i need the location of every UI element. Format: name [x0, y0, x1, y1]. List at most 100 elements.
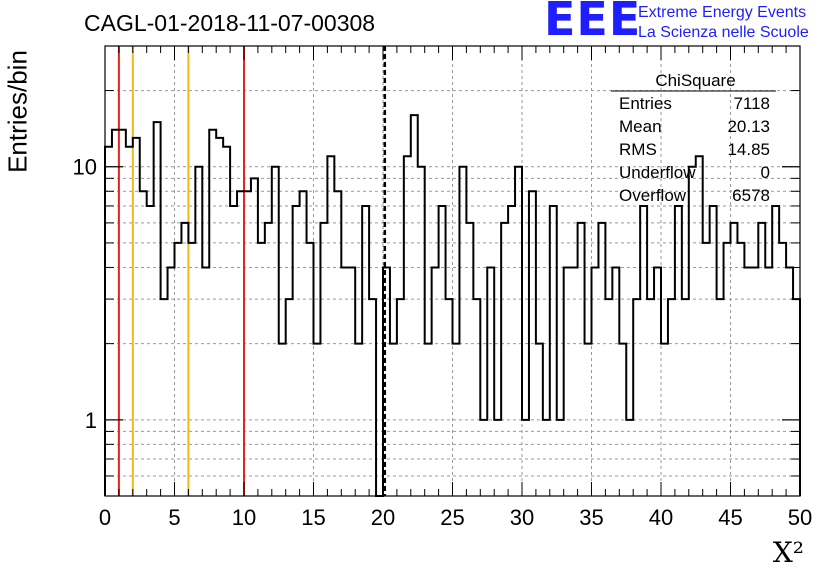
histogram-bin	[369, 299, 376, 496]
histogram-bin	[459, 167, 466, 496]
histogram-bin	[265, 223, 272, 496]
logo-line-2: La Scienza nelle Scuole	[638, 24, 809, 41]
histogram-bin	[793, 299, 800, 496]
x-tick-label: 40	[649, 505, 673, 530]
histogram-bin	[772, 206, 779, 496]
stats-row-value: 14.85	[727, 140, 770, 159]
histogram-bin	[578, 223, 585, 496]
histogram-bin	[487, 267, 494, 496]
histogram-bin	[758, 223, 765, 496]
histogram	[104, 114, 801, 497]
logo-mark: EEE	[544, 0, 642, 46]
x-tick-label: 15	[301, 505, 325, 530]
histogram-bin	[272, 167, 279, 496]
histogram-bin	[765, 267, 772, 496]
histogram-bin	[411, 115, 418, 496]
histogram-bin	[341, 267, 348, 496]
axes: 0 5 10 15 20 25 30 35 40 45 50 1 10	[73, 45, 812, 530]
chart-title: CAGL-01-2018-11-07-00308	[84, 10, 376, 36]
stats-row-label: Underflow	[619, 163, 696, 182]
eee-logo: EEE Extreme Energy Events La Scienza nel…	[544, 0, 836, 46]
histogram-bin	[432, 267, 439, 496]
stats-row-value: 20.13	[727, 117, 770, 136]
histogram-bin	[786, 267, 793, 496]
histogram-bin	[501, 223, 508, 496]
histogram-bin	[717, 299, 724, 496]
histogram-bin	[320, 223, 327, 496]
histogram-bin	[724, 243, 731, 496]
histogram-bin	[744, 267, 751, 496]
histogram-bin	[397, 299, 404, 496]
histogram-bin	[473, 299, 480, 496]
histogram-bin	[258, 243, 265, 496]
histogram-bin	[105, 147, 112, 496]
histogram-bin	[737, 243, 744, 496]
x-tick-label: 50	[788, 505, 812, 530]
histogram-bin	[181, 223, 188, 496]
histogram-bin	[668, 299, 675, 496]
histogram-bin	[147, 206, 154, 496]
histogram-bin	[327, 156, 334, 496]
histogram-bin	[689, 167, 696, 496]
stats-box: ChiSquare Entries 7118 Mean 20.13 RMS 14.85 Und…	[611, 71, 776, 205]
histogram-bin	[731, 223, 738, 496]
histogram-bin	[515, 167, 522, 496]
stats-row-label: RMS	[619, 140, 657, 159]
stats-row-value: 7118	[733, 94, 770, 113]
histogram-bin	[439, 206, 446, 496]
histogram-bin	[188, 243, 195, 496]
logo-line-1: Extreme Energy Events	[638, 4, 807, 21]
histogram-bin	[703, 243, 710, 496]
stats-row-label: Mean	[619, 117, 662, 136]
histogram-bin	[230, 206, 237, 496]
histogram-bin	[161, 299, 168, 496]
y-tick-label: 1	[85, 408, 97, 433]
histogram-bin	[571, 267, 578, 496]
histogram-bin	[640, 206, 647, 496]
stats-row-label: Overflow	[619, 186, 687, 205]
histogram-bin	[126, 147, 133, 496]
histogram-bin	[348, 267, 355, 496]
histogram-bin	[175, 243, 182, 496]
histogram-bin	[466, 223, 473, 496]
histogram-bin	[751, 267, 758, 496]
histogram-bin	[418, 167, 425, 496]
histogram-bin	[168, 267, 175, 496]
histogram-bin	[550, 206, 557, 496]
histogram-bin	[654, 267, 661, 496]
x-tick-label: 25	[440, 505, 464, 530]
x-axis-label: X²	[772, 536, 804, 569]
x-tick-label: 35	[579, 505, 603, 530]
histogram-bin	[598, 223, 605, 496]
y-tick-label: 10	[73, 155, 97, 180]
histogram-bin	[362, 206, 369, 496]
x-tick-label: 20	[371, 505, 395, 530]
histogram-bin	[293, 206, 300, 496]
stats-row-value: 6578	[732, 186, 770, 205]
histogram-bin	[307, 243, 314, 496]
histogram-outline	[104, 114, 801, 497]
x-tick-label: 5	[168, 505, 180, 530]
histogram-bin	[223, 147, 230, 496]
x-tick-label: 10	[232, 505, 256, 530]
stats-box-title: ChiSquare	[655, 71, 735, 90]
histogram-bin	[209, 130, 216, 496]
histogram-bin	[404, 156, 411, 496]
histogram-bin	[592, 267, 599, 496]
histogram-bin	[112, 130, 119, 496]
stats-row-label: Entries	[619, 94, 672, 113]
histogram-bin	[710, 206, 717, 496]
histogram-bin	[195, 167, 202, 496]
histogram-bin	[251, 178, 258, 496]
histogram-bin	[119, 130, 126, 496]
histogram-bin	[564, 267, 571, 496]
histogram-bin	[779, 243, 786, 496]
histogram-bin	[675, 206, 682, 496]
histogram-bin	[612, 267, 619, 496]
histogram-bin	[202, 267, 209, 496]
histogram-bin	[605, 299, 612, 496]
x-tick-label: 45	[718, 505, 742, 530]
x-tick-label: 0	[99, 505, 111, 530]
